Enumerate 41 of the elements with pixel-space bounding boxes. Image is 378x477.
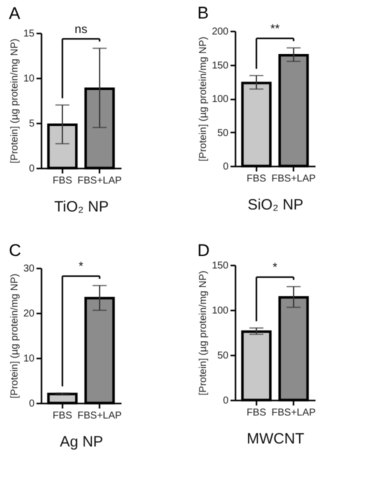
y-tick-label: 150 xyxy=(212,60,229,72)
y-tick-label: 15 xyxy=(23,28,35,40)
chart-title: B xyxy=(197,3,209,22)
y-tick-label: 50 xyxy=(217,350,229,362)
x-tick-label: FBS xyxy=(52,410,72,422)
annotation: ns xyxy=(74,22,88,36)
x-tick-label: FBS+LAP xyxy=(272,408,316,418)
y-tick-label: 100 xyxy=(212,94,229,105)
x-axis-title: SiO₂ NP xyxy=(248,196,304,214)
y-tick-label: 0 xyxy=(28,164,35,174)
chart-title: D xyxy=(197,241,210,260)
y-tick-label: 100 xyxy=(212,306,229,316)
y-tick-label: 50 xyxy=(217,128,229,139)
y-tick-label: 200 xyxy=(212,26,229,38)
x-axis-title: Ag NP xyxy=(60,434,104,450)
x-tick-label: FBS+LAP xyxy=(78,410,122,422)
chart-title: C xyxy=(8,241,22,260)
y-tick-label: 150 xyxy=(212,260,229,272)
y-axis-title: [Protein] (µg protein/mg NP) xyxy=(9,38,20,164)
y-tick-label: 5 xyxy=(28,118,35,130)
y-axis-title: [Protein] (µg protein/mg NP) xyxy=(198,36,209,162)
y-axis-title: [Protein] (µg protein/mg NP) xyxy=(198,270,209,396)
x-tick-label: FBS xyxy=(246,174,266,184)
x-tick-label: FBS+LAP xyxy=(272,174,316,184)
y-tick-label: 0 xyxy=(28,398,35,410)
x-tick-label: FBS xyxy=(246,408,266,418)
x-axis-title: MWCNT xyxy=(246,430,304,448)
y-tick-label: 0 xyxy=(222,162,229,172)
y-tick-label: 10 xyxy=(23,74,35,84)
annotation: ** xyxy=(270,21,280,36)
y-tick-label: 10 xyxy=(23,354,35,364)
y-tick-label: 20 xyxy=(23,308,35,320)
y-tick-label: 0 xyxy=(222,396,229,406)
x-axis-title: TiO₂ NP xyxy=(54,198,109,216)
chart-title: A xyxy=(8,4,21,23)
y-tick-label: 30 xyxy=(23,264,35,274)
annotation: * xyxy=(272,260,278,274)
x-tick-label: FBS xyxy=(52,176,72,186)
annotation: * xyxy=(78,259,84,274)
y-axis-title: [Protein] (µg protein/mg NP) xyxy=(9,274,20,398)
x-tick-label: FBS+LAP xyxy=(78,176,122,186)
